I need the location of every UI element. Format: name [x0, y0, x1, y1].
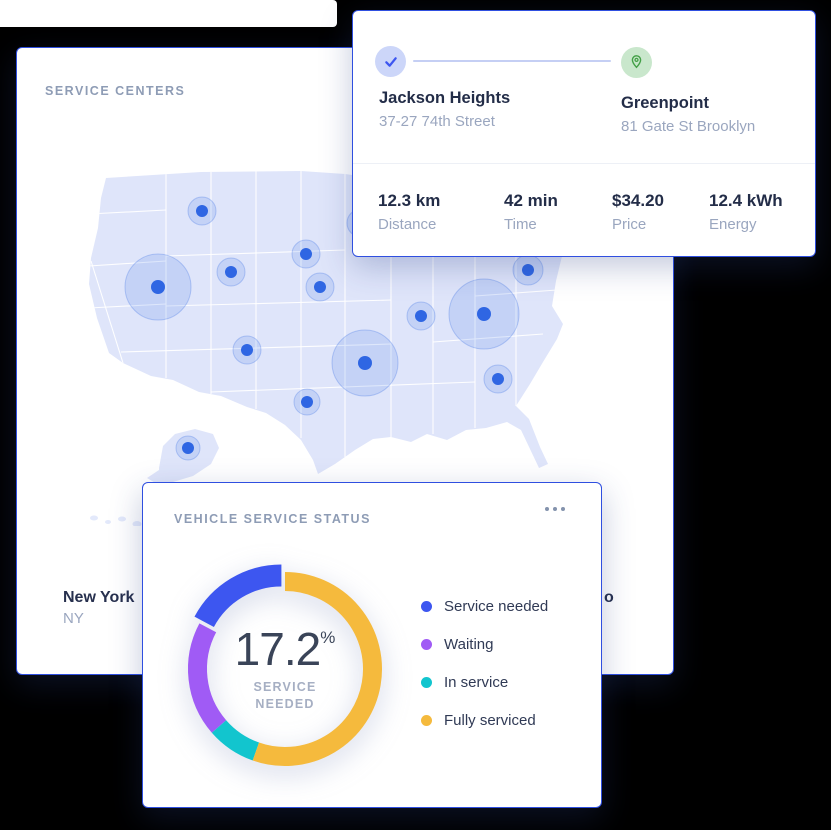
service-center-marker[interactable]	[415, 310, 427, 322]
stat-distance-label: Distance	[378, 216, 437, 233]
vehicle-service-status-title: VEHICLE SERVICE STATUS	[174, 512, 371, 526]
service-center-marker[interactable]	[196, 205, 208, 217]
service-center-marker[interactable]	[151, 280, 165, 294]
service-status-donut-chart: 17.2 % SERVICE NEEDED	[170, 554, 400, 784]
donut-segment[interactable]	[252, 572, 382, 766]
service-center-marker[interactable]	[241, 344, 253, 356]
stat-distance-value: 12.3 km	[378, 191, 441, 210]
origin-name: Jackson Heights	[379, 89, 511, 107]
legend-dot-service-needed	[421, 600, 432, 612]
legend-dot-in-service	[421, 676, 432, 688]
service-center-markers[interactable]	[124, 196, 544, 461]
donut-segment[interactable]	[194, 564, 282, 628]
service-center-marker[interactable]	[225, 266, 237, 278]
service-center-marker[interactable]	[522, 264, 534, 276]
stat-price-value: $34.20	[612, 191, 664, 210]
legend-dot-waiting	[421, 638, 432, 650]
city-label-partial: o	[604, 589, 614, 606]
destination-name: Greenpoint	[621, 94, 710, 112]
city-label-new-york: New York NY	[63, 589, 134, 627]
destination-pin-badge	[621, 47, 652, 78]
hawaii-islands	[90, 515, 142, 526]
stat-distance: 12.3 km Distance	[378, 191, 440, 233]
stat-price: $34.20 Price	[612, 191, 664, 233]
city-name: New York	[63, 589, 135, 606]
service-centers-title: SERVICE CENTERS	[45, 84, 186, 98]
route-connector-line	[413, 60, 611, 62]
donut-legend: Service needed Waiting In service Fully …	[421, 598, 548, 750]
stat-time: 42 min Time	[504, 191, 558, 233]
service-center-marker[interactable]	[300, 248, 312, 260]
map-pin-icon	[631, 55, 642, 69]
service-center-marker[interactable]	[182, 442, 194, 454]
route-card-divider	[353, 163, 815, 164]
legend-item-fully-serviced[interactable]: Fully serviced	[421, 712, 548, 729]
legend-item-service-needed[interactable]: Service needed	[421, 598, 548, 615]
origin-address: 37-27 74th Street	[379, 113, 495, 130]
service-center-marker[interactable]	[492, 373, 504, 385]
donut-segment[interactable]	[211, 719, 260, 761]
stat-time-value: 42 min	[504, 191, 558, 210]
destination-address: 81 Gate St Brooklyn	[621, 118, 756, 135]
origin-check-badge	[375, 46, 406, 77]
stat-price-label: Price	[612, 216, 647, 233]
service-center-marker[interactable]	[301, 396, 313, 408]
alaska-shape	[147, 429, 219, 484]
legend-item-waiting[interactable]: Waiting	[421, 636, 548, 653]
service-center-marker[interactable]	[314, 281, 326, 293]
partial-card-top	[0, 0, 337, 27]
city-state: NY	[63, 610, 84, 627]
stat-time-label: Time	[504, 216, 537, 233]
vehicle-service-status-card: VEHICLE SERVICE STATUS 17.2 % SERVICE NE…	[142, 482, 602, 808]
stat-energy: 12.4 kWh Energy	[709, 191, 783, 233]
more-menu-icon[interactable]	[541, 503, 569, 515]
check-icon	[384, 56, 397, 67]
service-center-marker[interactable]	[358, 356, 372, 370]
service-center-marker[interactable]	[477, 307, 491, 321]
stat-energy-value: 12.4 kWh	[709, 191, 783, 210]
legend-dot-fully-serviced	[421, 714, 432, 726]
stat-energy-label: Energy	[709, 216, 757, 233]
donut-segment[interactable]	[188, 623, 227, 733]
legend-item-in-service[interactable]: In service	[421, 674, 548, 691]
route-summary-card: Jackson Heights 37-27 74th Street Greenp…	[352, 10, 816, 257]
